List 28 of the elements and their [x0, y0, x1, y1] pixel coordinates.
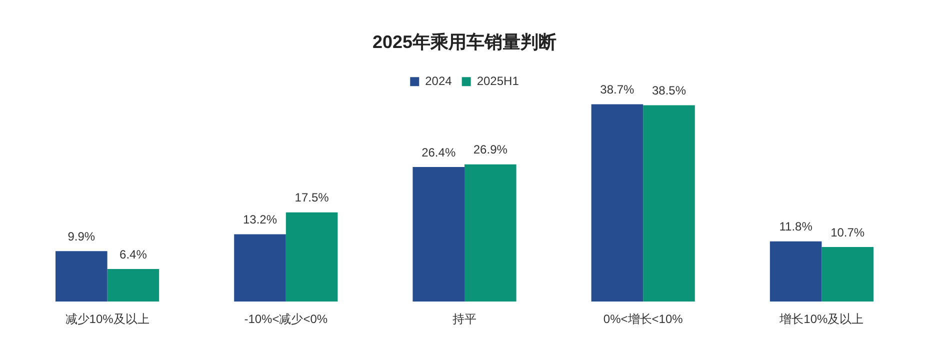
bar	[643, 105, 695, 302]
bar	[56, 251, 108, 302]
bar	[591, 104, 644, 302]
data-label: 26.4%	[422, 145, 456, 160]
bar	[234, 234, 286, 302]
bar	[107, 268, 160, 302]
chart-title: 2025年乘用车销量判断	[372, 32, 557, 52]
bar	[464, 164, 516, 302]
bar	[770, 241, 822, 302]
legend-label: 2025H1	[476, 74, 520, 88]
bar	[286, 212, 338, 302]
data-label: 38.5%	[652, 84, 686, 98]
data-label: 6.4%	[120, 247, 148, 262]
data-label: 38.7%	[600, 82, 635, 97]
x-tick-label: 减少10%及以上	[65, 312, 150, 326]
data-label: 13.2%	[242, 212, 278, 227]
data-label: 10.7%	[830, 225, 865, 240]
data-label: 17.5%	[294, 190, 330, 205]
data-label: 26.9%	[473, 142, 508, 157]
x-tick-label: 0%<增长<10%	[603, 312, 684, 326]
bar	[822, 247, 874, 302]
data-label: 11.8%	[779, 220, 813, 234]
x-tick-label: 增长10%及以上	[778, 312, 864, 326]
legend-label: 2024	[425, 74, 452, 88]
x-tick-label: 持平	[452, 312, 476, 326]
x-tick-label: -10%<减少<0%	[244, 312, 328, 326]
data-label: 9.9%	[68, 229, 96, 244]
bar	[412, 166, 464, 302]
